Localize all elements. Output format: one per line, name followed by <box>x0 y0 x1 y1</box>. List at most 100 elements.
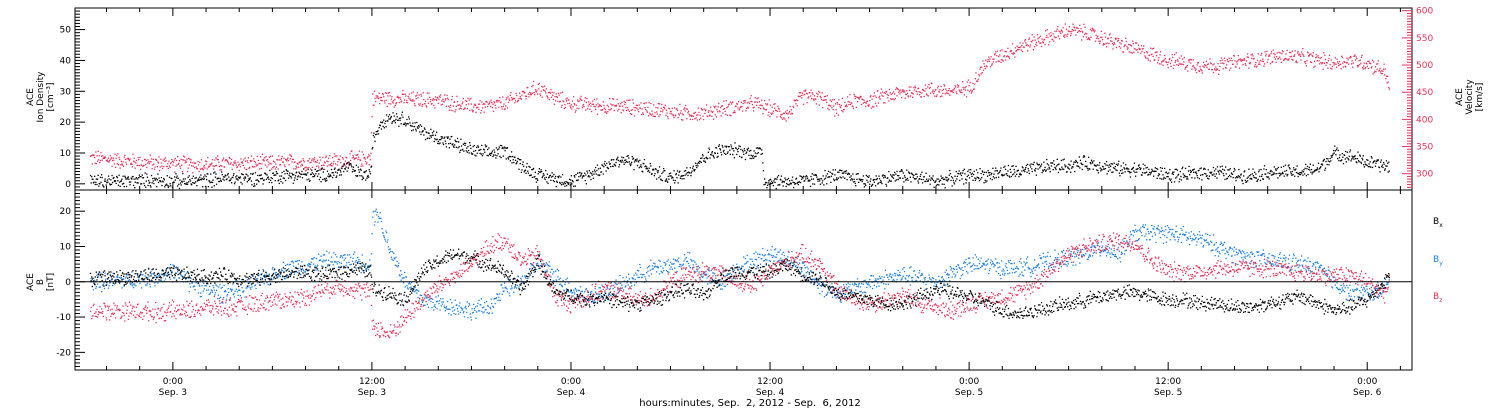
by-point <box>327 263 329 266</box>
density-point <box>697 165 699 167</box>
density-point <box>635 159 637 161</box>
density-point <box>711 151 713 153</box>
velocity-point <box>585 109 587 111</box>
density-point <box>671 177 673 179</box>
velocity-point <box>1290 51 1292 54</box>
density-point <box>735 147 737 149</box>
density-point <box>604 164 607 166</box>
velocity-point <box>789 105 791 108</box>
density-point <box>914 178 916 180</box>
velocity-point <box>711 111 713 113</box>
density-point <box>550 179 552 181</box>
velocity-point <box>520 97 522 100</box>
velocity-point <box>1374 66 1377 68</box>
density-point <box>928 175 931 177</box>
velocity-point <box>1092 28 1094 30</box>
velocity-point <box>125 161 127 164</box>
velocity-point <box>164 157 167 159</box>
density-point <box>184 178 186 180</box>
velocity-point <box>119 158 121 160</box>
density-point <box>946 177 948 179</box>
by-point <box>361 265 363 267</box>
velocity-point <box>211 159 214 161</box>
velocity-point <box>371 116 373 118</box>
velocity-point <box>881 91 884 93</box>
velocity-point <box>179 167 182 169</box>
velocity-point <box>200 159 203 161</box>
velocity-point <box>284 165 286 168</box>
by-point <box>338 266 340 268</box>
velocity-point <box>1094 30 1096 32</box>
velocity-point <box>295 165 297 167</box>
velocity-point <box>310 161 312 163</box>
density-point <box>571 180 574 182</box>
density-point <box>1382 166 1384 169</box>
density-point <box>1219 169 1221 172</box>
density-point <box>1255 177 1257 179</box>
velocity-point <box>1364 68 1366 70</box>
density-point <box>1249 174 1252 176</box>
velocity-point <box>517 99 520 102</box>
density-point <box>881 182 883 185</box>
velocity-point <box>326 165 329 167</box>
velocity-point <box>106 159 109 161</box>
density-point <box>1053 160 1055 162</box>
by-point <box>125 276 128 278</box>
density-point <box>496 149 499 151</box>
velocity-point <box>758 107 760 109</box>
velocity-point <box>715 105 717 107</box>
density-point <box>724 145 726 147</box>
density-point <box>678 174 680 176</box>
velocity-point <box>386 105 388 108</box>
density-point <box>725 146 727 148</box>
density-point <box>794 182 797 185</box>
density-point <box>546 181 548 183</box>
density-point <box>682 174 684 177</box>
density-point <box>1225 166 1227 168</box>
by-point <box>218 286 220 288</box>
velocity-point <box>1306 60 1308 62</box>
velocity-point <box>737 107 739 109</box>
velocity-point <box>910 86 912 88</box>
density-point <box>360 169 362 171</box>
density-point <box>1189 169 1191 172</box>
velocity-point <box>1353 55 1356 57</box>
velocity-point <box>1222 68 1224 70</box>
density-point <box>1041 171 1043 174</box>
density-point <box>516 160 518 163</box>
velocity-point <box>1039 42 1041 44</box>
velocity-point <box>545 92 547 94</box>
density-point <box>1351 155 1353 157</box>
velocity-point <box>368 164 370 166</box>
velocity-point <box>1124 44 1126 46</box>
density-point <box>287 177 290 179</box>
density-point <box>653 169 655 171</box>
density-point <box>628 157 630 159</box>
velocity-point <box>1255 66 1257 68</box>
velocity-point <box>584 97 586 99</box>
velocity-point <box>689 118 691 120</box>
by-point <box>366 268 368 270</box>
by-point <box>300 270 302 272</box>
velocity-point <box>556 95 558 98</box>
density-point <box>284 173 286 175</box>
density-point <box>469 144 471 146</box>
velocity-point <box>1172 67 1174 70</box>
density-point <box>137 178 139 180</box>
velocity-point <box>307 160 309 162</box>
density-point <box>458 141 460 143</box>
density-point <box>870 178 872 180</box>
velocity-point <box>806 102 808 104</box>
density-point <box>999 169 1001 172</box>
velocity-point <box>682 114 684 116</box>
density-point <box>292 182 294 184</box>
density-point <box>1237 176 1239 179</box>
velocity-point <box>583 105 585 108</box>
density-point <box>1150 172 1152 174</box>
density-point <box>487 148 489 151</box>
density-point <box>622 157 625 159</box>
velocity-point <box>1078 30 1080 32</box>
density-point <box>546 173 549 175</box>
by-point <box>204 284 206 287</box>
velocity-point <box>109 155 111 157</box>
